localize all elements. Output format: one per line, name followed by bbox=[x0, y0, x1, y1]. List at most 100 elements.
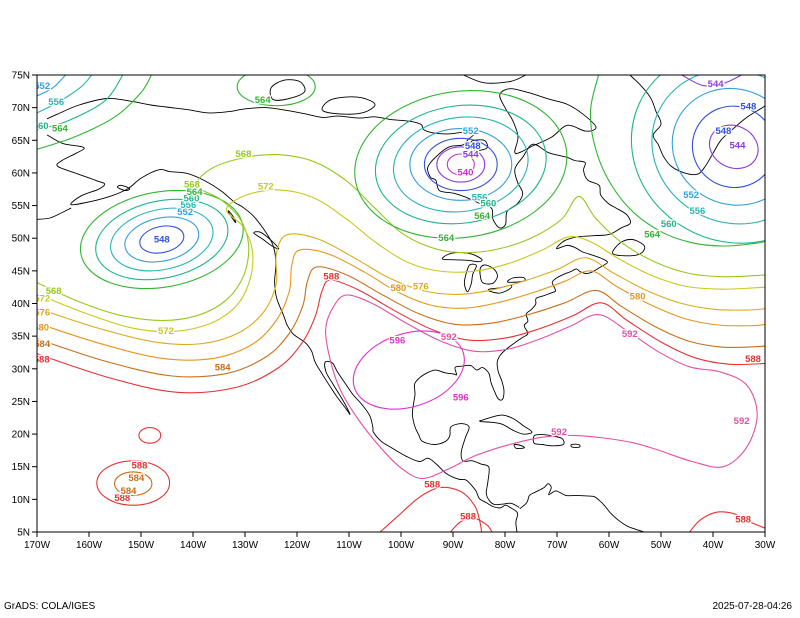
contour-label-588: 588 bbox=[132, 460, 148, 471]
contour-label-564: 564 bbox=[438, 233, 455, 244]
lat-tick-label: 15N bbox=[12, 462, 30, 473]
contour-label-592: 592 bbox=[551, 427, 567, 438]
contour-548 bbox=[691, 105, 765, 189]
contour-label-564: 564 bbox=[474, 211, 491, 222]
contour-560 bbox=[95, 198, 229, 281]
lat-tick-label: 65N bbox=[12, 136, 30, 147]
contour-564 bbox=[354, 89, 568, 239]
contour-label-556: 556 bbox=[689, 206, 705, 217]
coastline bbox=[227, 210, 237, 223]
lon-tick-label: 100W bbox=[388, 540, 415, 551]
contour-596 bbox=[352, 330, 465, 410]
coastline bbox=[519, 483, 645, 532]
contour-584 bbox=[113, 471, 153, 496]
contour-label-548: 548 bbox=[740, 101, 756, 112]
contour-label-544: 544 bbox=[730, 141, 747, 152]
lat-tick-label: 20N bbox=[12, 430, 30, 441]
coastline bbox=[46, 97, 631, 508]
contour-label-588: 588 bbox=[745, 354, 761, 365]
coastline bbox=[629, 75, 765, 176]
contour-564 bbox=[236, 75, 316, 107]
contour-label-588: 588 bbox=[34, 355, 50, 366]
coastlines-layer bbox=[37, 75, 765, 532]
lat-tick-label: 60N bbox=[12, 168, 30, 179]
lat-tick-label: 35N bbox=[12, 332, 30, 343]
contour-552 bbox=[37, 75, 66, 97]
contour-580 bbox=[37, 248, 765, 361]
contour-label-568: 568 bbox=[184, 180, 200, 191]
lon-tick-label: 130W bbox=[232, 540, 259, 551]
grads-credit: GrADS: COLA/IGES bbox=[4, 601, 96, 612]
contour-label-584: 584 bbox=[215, 362, 232, 373]
lat-tick-label: 50N bbox=[12, 234, 30, 245]
contour-544 bbox=[681, 75, 742, 87]
lat-tick-label: 55N bbox=[12, 201, 30, 212]
contour-label-592: 592 bbox=[441, 332, 457, 343]
contour-label-588: 588 bbox=[424, 479, 440, 490]
contour-label-584: 584 bbox=[121, 486, 138, 497]
contour-564 bbox=[37, 75, 152, 150]
contour-label-584: 584 bbox=[34, 339, 51, 350]
contour-556 bbox=[37, 75, 93, 114]
contour-label-564: 564 bbox=[52, 124, 69, 135]
lon-tick-label: 110W bbox=[336, 540, 362, 551]
contour-label-552: 552 bbox=[683, 190, 699, 201]
coastline bbox=[117, 184, 131, 192]
lon-tick-label: 160W bbox=[76, 540, 103, 551]
contour-588 bbox=[379, 486, 483, 532]
lon-tick-label: 30W bbox=[755, 540, 776, 551]
coastline bbox=[513, 443, 525, 450]
contour-572 bbox=[37, 189, 765, 333]
lon-tick-label: 70W bbox=[547, 540, 568, 551]
axis-layer: 170W 160W 150W 140W 130W 120W 110W 100W 90W 80W 70… bbox=[12, 71, 776, 552]
lon-tick-label: 120W bbox=[284, 540, 311, 551]
contour-label-556: 556 bbox=[48, 97, 64, 108]
lon-tick-label: 90W bbox=[443, 540, 464, 551]
contour-label-580: 580 bbox=[630, 291, 646, 302]
contour-label-552: 552 bbox=[463, 126, 479, 137]
contour-592 bbox=[325, 294, 758, 480]
contour-576 bbox=[37, 233, 765, 346]
contour-552 bbox=[409, 127, 513, 201]
contour-label-560: 560 bbox=[480, 199, 496, 210]
lon-tick-label: 40W bbox=[703, 540, 724, 551]
coastline bbox=[532, 434, 565, 447]
contour-label-552: 552 bbox=[177, 207, 193, 218]
contour-label-540: 540 bbox=[458, 167, 474, 178]
lat-tick-label: 70N bbox=[12, 103, 30, 114]
contour-564 bbox=[589, 75, 765, 247]
coastline bbox=[253, 231, 280, 250]
contour-label-564: 564 bbox=[255, 95, 272, 106]
lat-tick-label: 25N bbox=[12, 397, 30, 408]
creation-timestamp: 2025-07-28-04:26 bbox=[712, 601, 792, 612]
contour-label-552: 552 bbox=[34, 81, 50, 92]
contour-label-544: 544 bbox=[463, 150, 480, 161]
contour-556 bbox=[392, 116, 529, 213]
lat-tick-label: 45N bbox=[12, 266, 30, 277]
lat-tick-label: 30N bbox=[12, 364, 30, 375]
coastline bbox=[479, 264, 498, 285]
lon-tick-label: 140W bbox=[180, 540, 207, 551]
contour-548 bbox=[139, 225, 185, 254]
coastline bbox=[507, 276, 526, 283]
coastline bbox=[462, 75, 527, 84]
contour-560 bbox=[37, 75, 124, 131]
contour-label-592: 592 bbox=[622, 329, 638, 340]
contour-label-596: 596 bbox=[453, 393, 469, 404]
contours-layer bbox=[37, 75, 765, 532]
contour-label-572: 572 bbox=[158, 326, 174, 337]
contour-label-588: 588 bbox=[114, 493, 130, 504]
contour-588 bbox=[37, 279, 765, 394]
contour-label-580: 580 bbox=[390, 283, 406, 294]
contour-588 bbox=[138, 426, 162, 444]
contour-556 bbox=[110, 207, 214, 272]
contour-label-544: 544 bbox=[708, 79, 725, 90]
contour-568 bbox=[37, 154, 765, 322]
lon-tick-label: 50W bbox=[651, 540, 672, 551]
contour-label-576: 576 bbox=[34, 308, 50, 319]
coastline bbox=[479, 414, 533, 435]
contour-label-564: 564 bbox=[187, 187, 204, 198]
